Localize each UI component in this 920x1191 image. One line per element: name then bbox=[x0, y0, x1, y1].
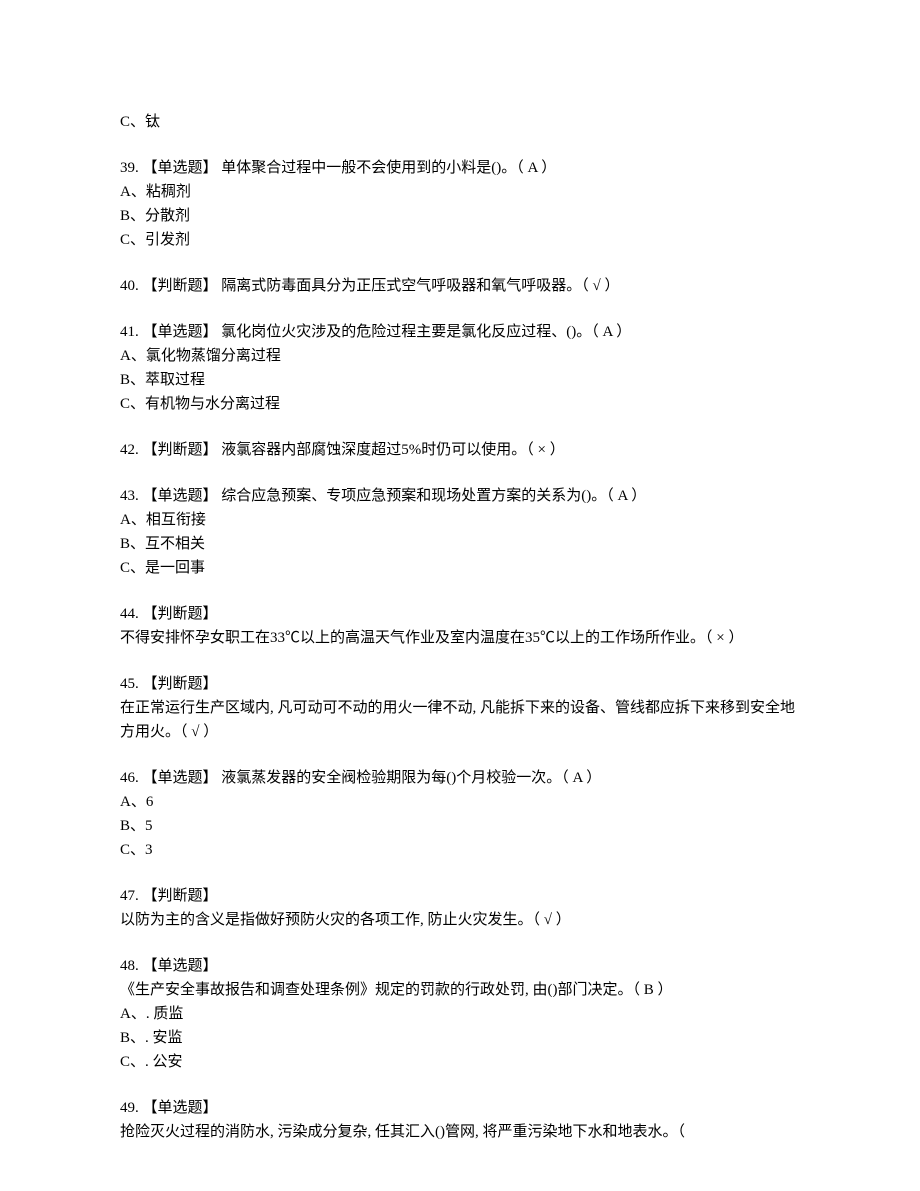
question-48: 48. 【单选题】 《生产安全事故报告和调查处理条例》规定的罚款的行政处罚, 由… bbox=[120, 954, 800, 1074]
option-b: B、5 bbox=[120, 814, 800, 838]
question-head: 44. 【判断题】 bbox=[120, 602, 800, 626]
question-body: 不得安排怀孕女职工在33℃以上的高温天气作业及室内温度在35℃以上的工作场所作业… bbox=[120, 626, 800, 650]
option-c: C、有机物与水分离过程 bbox=[120, 392, 800, 416]
option-a: A、6 bbox=[120, 790, 800, 814]
question-46: 46. 【单选题】 液氯蒸发器的安全阀检验期限为每()个月校验一次。（ A ） … bbox=[120, 766, 800, 862]
question-47: 47. 【判断题】 以防为主的含义是指做好预防火灾的各项工作, 防止火灾发生。（… bbox=[120, 884, 800, 932]
option-b: B、互不相关 bbox=[120, 532, 800, 556]
question-39: 39. 【单选题】 单体聚合过程中一般不会使用到的小料是()。（ A ） A、粘… bbox=[120, 156, 800, 252]
option-b: B、萃取过程 bbox=[120, 368, 800, 392]
question-44: 44. 【判断题】 不得安排怀孕女职工在33℃以上的高温天气作业及室内温度在35… bbox=[120, 602, 800, 650]
question-text: 42. 【判断题】 液氯容器内部腐蚀深度超过5%时仍可以使用。（ × ） bbox=[120, 438, 800, 462]
question-49: 49. 【单选题】 抢险灭火过程的消防水, 污染成分复杂, 任其汇入()管网, … bbox=[120, 1096, 800, 1144]
question-text: 46. 【单选题】 液氯蒸发器的安全阀检验期限为每()个月校验一次。（ A ） bbox=[120, 766, 800, 790]
question-41: 41. 【单选题】 氯化岗位火灾涉及的危险过程主要是氯化反应过程、()。（ A … bbox=[120, 320, 800, 416]
question-body: 在正常运行生产区域内, 凡可动可不动的用火一律不动, 凡能拆下来的设备、管线都应… bbox=[120, 696, 800, 744]
question-body: 以防为主的含义是指做好预防火灾的各项工作, 防止火灾发生。（ √ ） bbox=[120, 908, 800, 932]
question-43: 43. 【单选题】 综合应急预案、专项应急预案和现场处置方案的关系为()。（ A… bbox=[120, 484, 800, 580]
question-text: 40. 【判断题】 隔离式防毒面具分为正压式空气呼吸器和氧气呼吸器。（ √ ） bbox=[120, 274, 800, 298]
option-a: A、粘稠剂 bbox=[120, 180, 800, 204]
question-body: 《生产安全事故报告和调查处理条例》规定的罚款的行政处罚, 由()部门决定。（ B… bbox=[120, 978, 800, 1002]
question-head: 45. 【判断题】 bbox=[120, 672, 800, 696]
option-b: B、分散剂 bbox=[120, 204, 800, 228]
option-c: C、引发剂 bbox=[120, 228, 800, 252]
option-c: C、是一回事 bbox=[120, 556, 800, 580]
option-c: C、. 公安 bbox=[120, 1050, 800, 1074]
question-head: 48. 【单选题】 bbox=[120, 954, 800, 978]
question-40: 40. 【判断题】 隔离式防毒面具分为正压式空气呼吸器和氧气呼吸器。（ √ ） bbox=[120, 274, 800, 298]
question-head: 49. 【单选题】 bbox=[120, 1096, 800, 1120]
option-c: C、钛 bbox=[120, 110, 800, 134]
question-body: 抢险灭火过程的消防水, 污染成分复杂, 任其汇入()管网, 将严重污染地下水和地… bbox=[120, 1120, 800, 1144]
question-head: 47. 【判断题】 bbox=[120, 884, 800, 908]
question-38-continuation: C、钛 bbox=[120, 110, 800, 134]
question-text: 39. 【单选题】 单体聚合过程中一般不会使用到的小料是()。（ A ） bbox=[120, 156, 800, 180]
question-text: 43. 【单选题】 综合应急预案、专项应急预案和现场处置方案的关系为()。（ A… bbox=[120, 484, 800, 508]
option-c: C、3 bbox=[120, 838, 800, 862]
option-a: A、氯化物蒸馏分离过程 bbox=[120, 344, 800, 368]
question-42: 42. 【判断题】 液氯容器内部腐蚀深度超过5%时仍可以使用。（ × ） bbox=[120, 438, 800, 462]
option-a: A、相互衔接 bbox=[120, 508, 800, 532]
option-a: A、. 质监 bbox=[120, 1002, 800, 1026]
option-b: B、. 安监 bbox=[120, 1026, 800, 1050]
question-text: 41. 【单选题】 氯化岗位火灾涉及的危险过程主要是氯化反应过程、()。（ A … bbox=[120, 320, 800, 344]
question-45: 45. 【判断题】 在正常运行生产区域内, 凡可动可不动的用火一律不动, 凡能拆… bbox=[120, 672, 800, 744]
